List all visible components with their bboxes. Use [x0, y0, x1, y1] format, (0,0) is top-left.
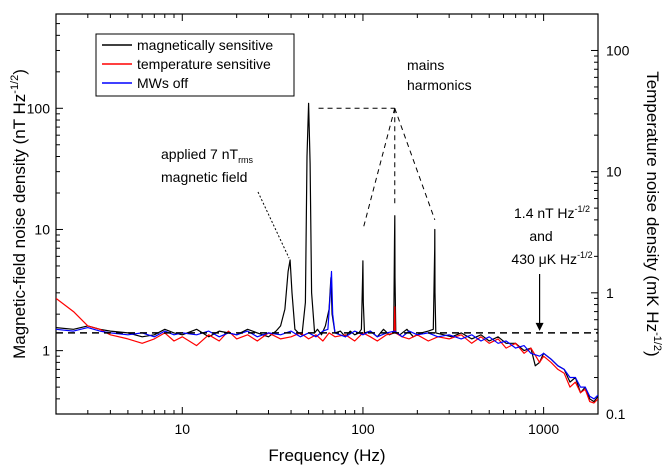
series-line-magnetic: [56, 102, 598, 403]
y-tick-label: 1: [42, 343, 50, 359]
legend: magnetically sensitive temperature sensi…: [95, 33, 295, 97]
y-tick-label: 10: [34, 221, 50, 237]
mains-leader-250hz: [394, 108, 436, 221]
y-right-tick-label: 10: [606, 164, 622, 180]
floor-arrow-head: [535, 322, 544, 331]
x-tick-label: 100: [351, 421, 375, 437]
annotation-applied: applied 7 nTrms: [161, 146, 254, 165]
annotation-layer: [257, 107, 544, 331]
y-axis-title-left: Magnetic-field noise density (nT Hz-1/2): [9, 69, 29, 359]
legend-label-magnetic: magnetically sensitive: [137, 37, 273, 53]
legend-label-temperature: temperature sensitive: [137, 56, 271, 72]
applied-field-leader: [257, 191, 290, 259]
annotation-magnetic-field: magnetic field: [161, 169, 247, 185]
legend-label-mws-off: MWs off: [137, 75, 188, 91]
series-layer: [56, 102, 598, 404]
annotation-mains: mains: [407, 57, 444, 73]
y-right-tick-label: 100: [606, 42, 630, 58]
mains-leader-100hz: [362, 108, 396, 230]
axis-ticks: 10 100 1000 1 10 100 0.1 1 10 100: [27, 13, 630, 437]
x-axis-title: Frequency (Hz): [268, 446, 385, 465]
y-tick-label: 100: [27, 100, 51, 116]
plot-frame: [55, 13, 599, 415]
annotation-floor-line1: 1.4 nT Hz-1/2: [514, 204, 590, 221]
y-right-tick-label: 0.1: [606, 406, 626, 422]
x-tick-label: 10: [174, 421, 190, 437]
annotation-floor-line3: 430 μK Hz-1/2: [511, 250, 592, 267]
annotation-floor-line2: and: [529, 228, 552, 244]
annotation-harmonics: harmonics: [407, 77, 472, 93]
y-right-tick-label: 1: [606, 285, 614, 301]
y-axis-title-right: Temperature noise density (mK Hz-1/2): [643, 71, 662, 356]
x-tick-label: 1000: [528, 421, 559, 437]
series-line-temperature: [56, 297, 598, 404]
